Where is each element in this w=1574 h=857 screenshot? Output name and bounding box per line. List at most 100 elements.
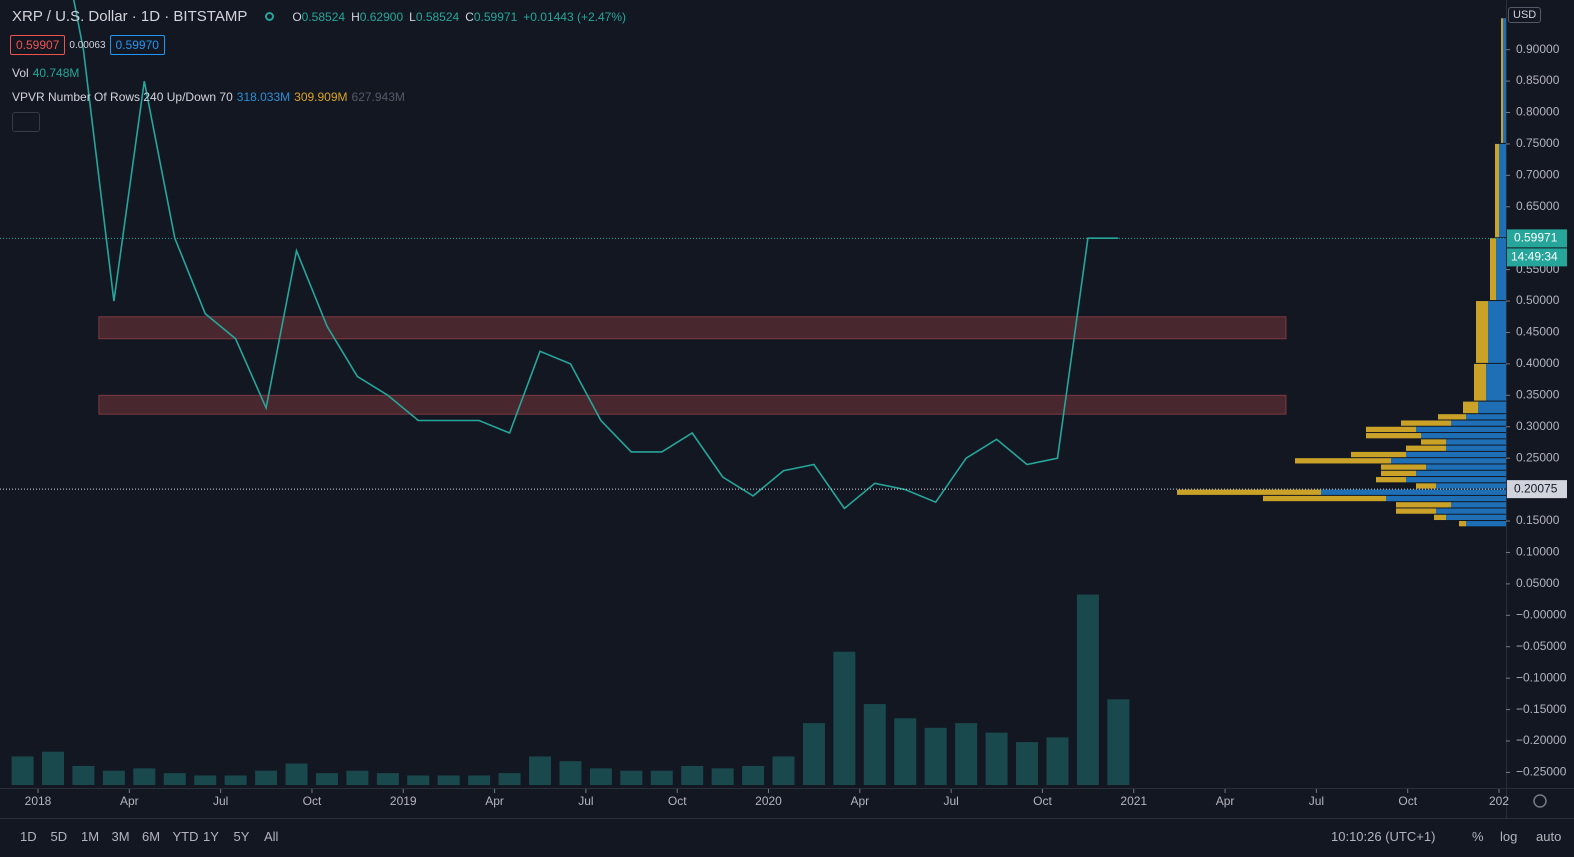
vpvr-down-bar [1501, 18, 1503, 143]
time-tick-label: Apr [850, 794, 869, 808]
vpvr-down-bar [1476, 301, 1488, 363]
vpvr-down: 309.909M [294, 90, 348, 104]
vpvr-up-bar [1386, 495, 1506, 502]
price-tick-label: −0.05000 [1516, 639, 1567, 653]
vpvr-up: 318.033M [236, 90, 291, 104]
vpvr-up-bar [1426, 464, 1506, 470]
volume-value: 40.748M [32, 66, 80, 80]
price-zone [98, 394, 1287, 415]
symbol-title: XRP / U.S. Dollar · 1D · BITSTAMP [12, 8, 248, 25]
range-button[interactable]: 1D [20, 829, 37, 844]
vpvr-down-bar [1406, 445, 1446, 451]
ohlc-value: 0.62900 [359, 9, 404, 24]
range-button[interactable]: YTD [172, 829, 199, 844]
ohlc-label: O [292, 9, 302, 24]
time-tick-label: Apr [120, 794, 139, 808]
vpvr-down-bar [1421, 439, 1446, 445]
vpvr-down-bar [1381, 470, 1416, 477]
price-tick-label: 0.25000 [1516, 450, 1560, 464]
time-tick-label: Oct [303, 794, 322, 808]
volume-bar [194, 775, 217, 785]
price-tick-label: 0.10000 [1516, 545, 1560, 559]
volume-label: Vol [12, 66, 29, 80]
spread: 0.00063 [69, 39, 106, 51]
price-boxes: 0.59907 0.00063 0.59970 [10, 35, 165, 55]
volume-bar [376, 773, 399, 785]
vpvr-down-bar [1495, 143, 1499, 238]
time-tick-label: 2020 [755, 794, 782, 808]
vpvr-up-bar [1416, 470, 1506, 477]
range-button[interactable]: 1Y [203, 829, 219, 844]
volume-bar [802, 723, 825, 785]
vpvr-down-bar [1381, 464, 1426, 470]
time-tick-label: Apr [1216, 794, 1235, 808]
vpvr-down-bar [1295, 458, 1391, 464]
range-button[interactable]: 5Y [233, 829, 250, 844]
status-dot [265, 12, 275, 21]
price-tick-label: 0.40000 [1516, 356, 1560, 370]
vpvr-legend: VPVR Number Of Rows 240 Up/Down 70 318.03… [12, 90, 405, 104]
log-toggle[interactable]: log [1500, 829, 1518, 844]
range-button[interactable]: 1M [81, 829, 100, 844]
vpvr-down-bar [1434, 514, 1446, 521]
sell-price[interactable]: 0.59907 [10, 35, 66, 55]
price-tick-label: 0.85000 [1516, 73, 1560, 87]
volume-bar [711, 768, 734, 785]
range-button[interactable]: 5D [50, 829, 68, 844]
currency-button[interactable]: USD [1508, 7, 1542, 23]
vpvr-down-bar [1416, 483, 1436, 489]
price-tick-label: 0.75000 [1516, 136, 1560, 150]
vpvr-up-bar [1486, 363, 1506, 401]
vpvr-up-bar [1503, 18, 1506, 143]
vpvr-up-bar [1488, 301, 1506, 363]
price-tick-label: 0.90000 [1516, 42, 1560, 56]
volume-bar [1107, 699, 1130, 785]
volume-bar [102, 770, 125, 785]
volume-bar [42, 751, 64, 785]
volume-bar [1016, 742, 1039, 785]
vpvr-up-bar [1321, 489, 1506, 495]
collapse-button[interactable] [12, 112, 40, 132]
settings-icon[interactable] [1533, 794, 1547, 808]
vpvr-down-bar [1263, 495, 1386, 502]
ohlc-item: C0.59971 [465, 10, 517, 24]
auto-toggle[interactable]: auto [1536, 829, 1562, 844]
vpvr-up-bar [1451, 420, 1506, 426]
time-tick-label: 2021 [1120, 794, 1147, 808]
range-button[interactable]: 6M [142, 829, 161, 844]
price-tick-label: 0.80000 [1516, 105, 1560, 119]
volume-bar [498, 773, 521, 785]
percent-toggle[interactable]: % [1472, 829, 1484, 844]
vpvr-label: VPVR Number Of Rows 240 Up/Down 70 [12, 90, 233, 104]
volume-bar [224, 775, 247, 785]
time-tick-label: Apr [485, 794, 504, 808]
volume-bar [407, 775, 430, 785]
volume-legend: Vol 40.748M [12, 66, 79, 80]
vpvr-up-bar [1436, 483, 1506, 489]
time-tick-label: Oct [1033, 794, 1052, 808]
volume-bar [589, 768, 612, 785]
time-tick-label: 2019 [390, 794, 417, 808]
bottom-toolbar: 10:10:26 (UTC+1) % log auto 1D 5D 1M 3M 6M YT… [0, 818, 1574, 857]
vpvr-down-bar [1351, 451, 1406, 458]
volume-bar [985, 732, 1008, 785]
range-button[interactable]: 3M [111, 829, 130, 844]
vpvr-down-bar [1177, 489, 1321, 495]
range-button[interactable]: All [264, 829, 279, 844]
price-tick-label: −0.20000 [1516, 733, 1567, 747]
legend-header: XRP / U.S. Dollar · 1D · BITSTAMP O0.585… [12, 8, 626, 25]
ohlc-value: 0.59971 [473, 9, 518, 24]
vpvr-up-bar [1466, 414, 1506, 420]
time-tick-label: Jul [213, 794, 228, 808]
vpvr-up-bar [1446, 439, 1506, 445]
vpvr-total: 627.943M [351, 90, 405, 104]
marker-label: 0.20075 [1514, 481, 1558, 495]
vpvr-up-bar [1406, 451, 1506, 458]
volume-bar [955, 723, 978, 785]
volume-bar [863, 704, 886, 785]
time-tick-label: Oct [668, 794, 687, 808]
vpvr-up-bar [1421, 433, 1506, 439]
buy-price[interactable]: 0.59970 [109, 35, 165, 55]
vpvr-up-bar [1499, 143, 1506, 238]
